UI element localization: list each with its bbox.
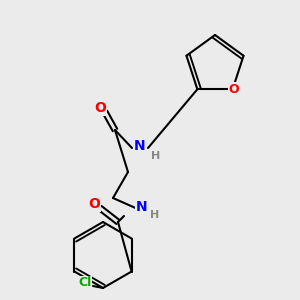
Text: O: O [94,101,106,115]
Text: O: O [228,83,239,96]
Text: O: O [88,197,100,211]
Text: N: N [134,139,146,153]
Text: H: H [152,151,160,161]
Text: Cl: Cl [78,277,92,290]
Text: H: H [150,210,160,220]
Text: N: N [136,200,148,214]
